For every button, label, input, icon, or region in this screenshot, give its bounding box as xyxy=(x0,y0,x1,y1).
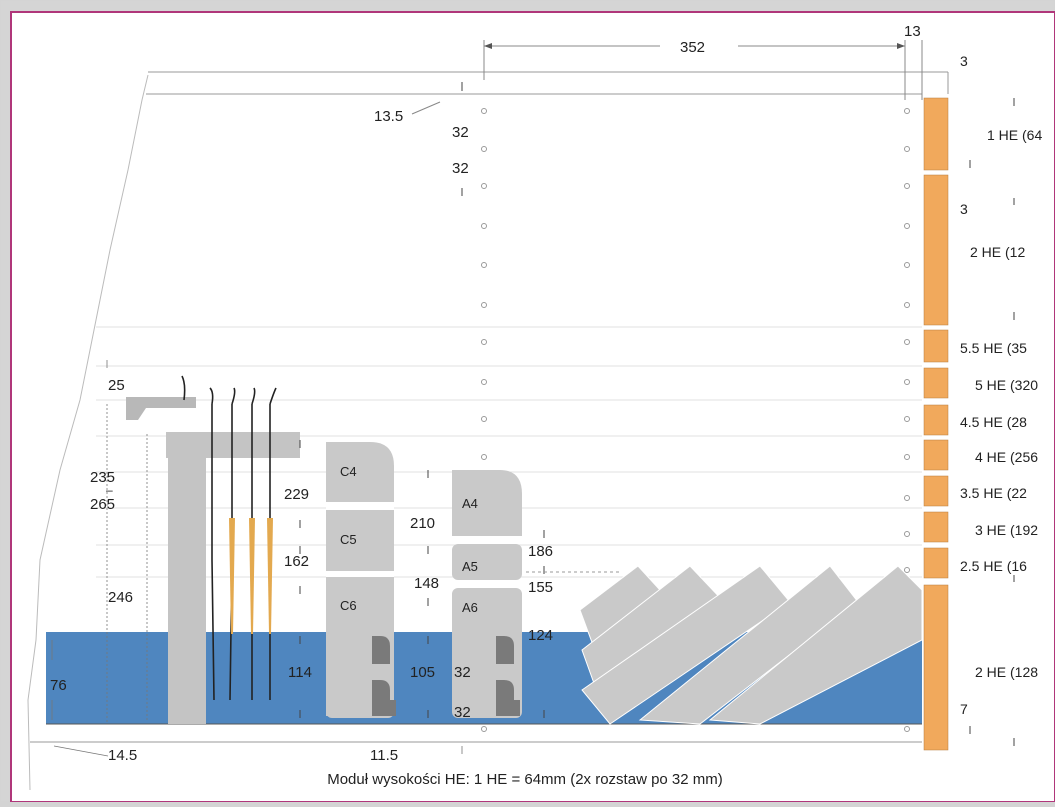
break-line xyxy=(27,74,149,791)
dim-32-second: 32 xyxy=(452,160,469,177)
dim-32-top: 32 xyxy=(452,124,469,141)
he-label: 5.5 HE (35 xyxy=(960,340,1027,356)
dim-352: 352 xyxy=(680,39,705,56)
dim-162: 162 xyxy=(284,553,309,570)
dim-3-top: 3 xyxy=(960,53,968,69)
dim-155: 155 xyxy=(528,579,553,596)
dim-arrow xyxy=(484,43,492,49)
dim-246: 246 xyxy=(108,589,133,606)
dim-186: 186 xyxy=(528,543,553,560)
dim-13-5: 13.5 xyxy=(374,108,403,125)
svg-text:A6: A6 xyxy=(462,600,478,615)
he-label: 2.5 HE (16 xyxy=(960,558,1027,574)
dim-265: 265 xyxy=(90,496,115,513)
dim-25: 25 xyxy=(108,377,125,394)
dim-235: 235 xyxy=(90,469,115,486)
dim-114: 114 xyxy=(288,664,312,681)
a-folders xyxy=(452,470,522,718)
svg-text:C6: C6 xyxy=(340,598,357,613)
he-label: 1 HE (64 xyxy=(987,127,1042,143)
dim-13: 13 xyxy=(904,23,921,40)
dim-arrow xyxy=(897,43,905,49)
left-dim-lines xyxy=(51,360,463,757)
dim-105: 105 xyxy=(410,664,435,681)
a-ticks xyxy=(427,470,545,718)
svg-text:A4: A4 xyxy=(462,496,478,511)
he-label: 5 HE (320 xyxy=(975,377,1038,393)
svg-text:A5: A5 xyxy=(462,559,478,574)
he-label: 4 HE (256 xyxy=(975,449,1038,465)
he-blocks xyxy=(923,97,949,751)
leader xyxy=(411,101,441,115)
a-labels: A4 A5 A6 xyxy=(462,496,478,615)
he-label: 2 HE (12 xyxy=(970,244,1025,260)
dim-3-mid: 3 xyxy=(960,201,968,217)
dim-32-a: 32 xyxy=(454,664,471,681)
he-label: 2 HE (128 xyxy=(975,664,1038,680)
caption: Moduł wysokości HE: 1 HE = 64mm (2x rozs… xyxy=(327,771,723,788)
c-labels: C4 C5 C6 xyxy=(340,464,357,613)
dim-76: 76 xyxy=(50,677,67,694)
diagonal-folders xyxy=(579,565,923,725)
dim-dash: – xyxy=(106,483,113,497)
dim-32-b: 32 xyxy=(454,704,471,721)
he-labels: 1 HE (64 2 HE (12 5.5 HE (35 5 HE (320 4… xyxy=(960,127,1042,680)
dim-148: 148 xyxy=(414,575,439,592)
dim-11-5: 11.5 xyxy=(370,747,398,764)
he-label: 3.5 HE (22 xyxy=(960,485,1027,501)
dim-229: 229 xyxy=(284,486,309,503)
dim-210: 210 xyxy=(410,515,435,532)
c-folders xyxy=(326,442,396,718)
he-label: 4.5 HE (28 xyxy=(960,414,1027,430)
right-ticks xyxy=(969,98,1015,746)
file-hanger xyxy=(126,375,300,724)
dim-124: 124 xyxy=(528,627,553,644)
dim-14-5: 14.5 xyxy=(108,747,137,764)
dim-7: 7 xyxy=(960,701,968,717)
svg-text:C4: C4 xyxy=(340,464,357,479)
he-label: 3 HE (192 xyxy=(975,522,1038,538)
svg-text:C5: C5 xyxy=(340,532,357,547)
